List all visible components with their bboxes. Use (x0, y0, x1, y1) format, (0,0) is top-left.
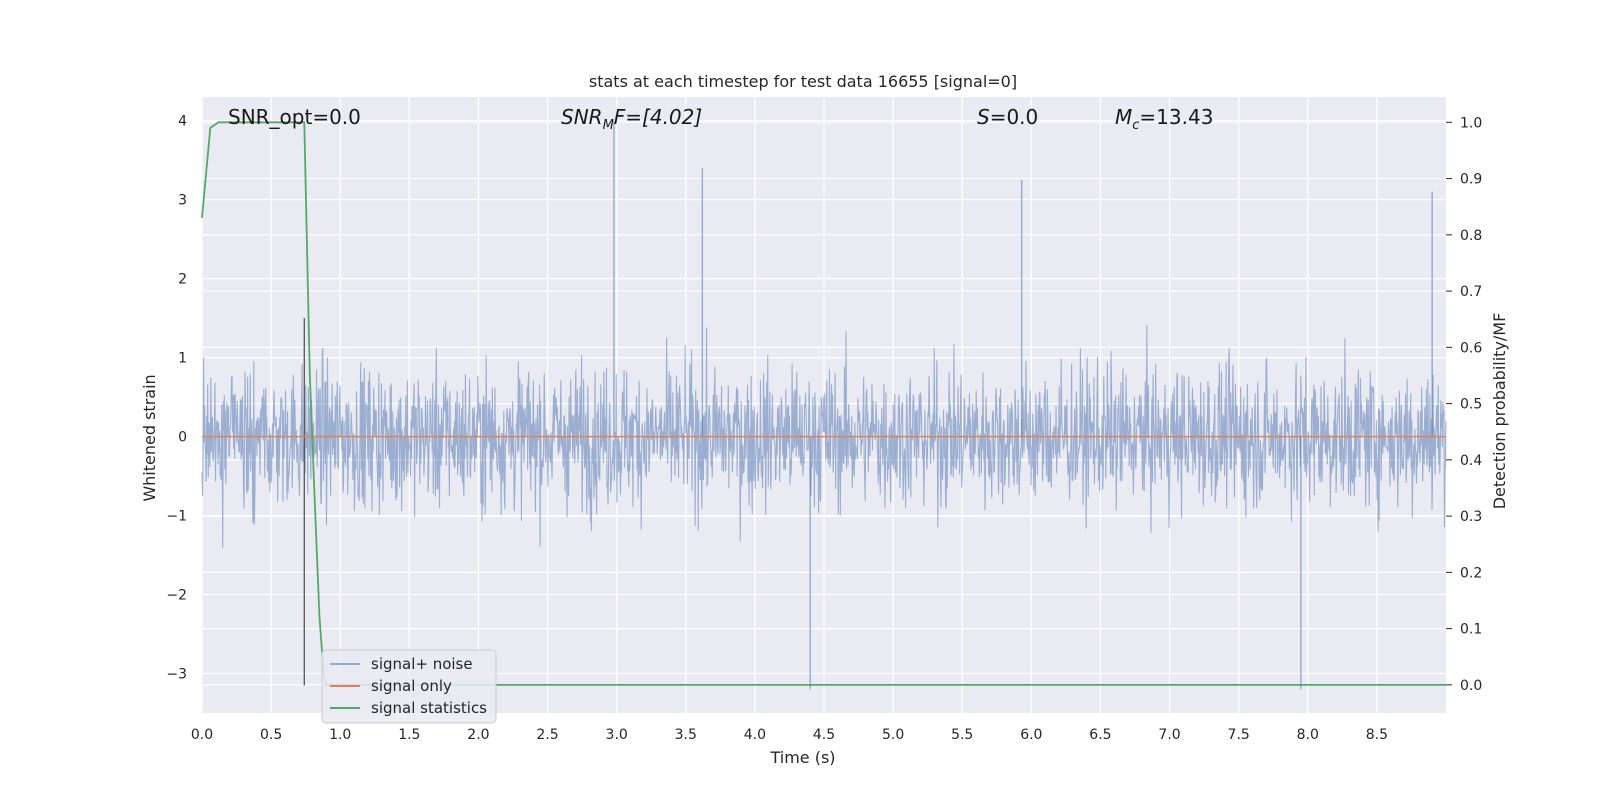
mc-annotation: Mc=13.43 (1115, 105, 1213, 133)
x-tick-label: 3.5 (675, 727, 697, 743)
legend-box (321, 649, 497, 724)
y2-tick-label: 0.7 (1460, 284, 1482, 300)
y2-tick-label: 0.5 (1460, 397, 1482, 413)
y2-ticks: 1.0 0.9 0.8 0.7 0.6 0.5 0.4 0.3 0.2 0.1 0.0 (1446, 115, 1482, 694)
y2-tick-label: 0.8 (1460, 228, 1482, 244)
legend-label-signal: signal only (371, 677, 452, 695)
x-tick-label: 0.5 (260, 727, 282, 743)
y-tick-label: 2 (178, 272, 187, 288)
x-tick-label: 1.5 (398, 727, 420, 743)
y-tick-label: −3 (166, 667, 187, 683)
x-axis-label: Time (s) (769, 748, 835, 767)
y-tick-label: −2 (166, 588, 187, 604)
x-tick-label: 4.5 (813, 727, 835, 743)
y2-tick-label: 0.1 (1460, 622, 1482, 638)
x-tick-label: 2.0 (467, 727, 489, 743)
x-tick-label: 8.5 (1366, 727, 1388, 743)
legend: signal+ noise signal only signal statist… (321, 649, 497, 724)
y-tick-label: 3 (178, 193, 187, 209)
signal-statistics-line (201, 121, 1446, 686)
legend-label-noise: signal+ noise (371, 655, 473, 673)
signal-noise-series (201, 120, 1447, 690)
s-annotation: S=0.0 (977, 105, 1038, 129)
x-tick-label: 2.5 (536, 727, 558, 743)
snr-opt-annotation: SNR_opt=0.0 (228, 105, 361, 129)
y-ticks: 4 3 2 1 0 −1 −2 −3 (166, 114, 187, 683)
noise-trace (201, 325, 1447, 549)
y-tick-label: 1 (178, 351, 187, 367)
chart-title: stats at each timestep for test data 166… (589, 72, 1017, 91)
x-tick-label: 5.0 (882, 727, 904, 743)
x-ticks: 0.0 0.5 1.0 1.5 2.0 2.5 3.0 3.5 4.0 4.5 5.0 5.5 6.0 6… (191, 727, 1388, 743)
y2-tick-label: 0.4 (1460, 453, 1482, 469)
x-tick-label: 5.5 (951, 727, 973, 743)
y2-tick-label: 0.3 (1460, 509, 1482, 525)
y2-tick-label: 1.0 (1460, 115, 1482, 131)
y-axis-label: Whitened strain (140, 374, 159, 501)
snr-mf-annotation: SNRMF=[4.02] (561, 105, 702, 133)
x-tick-label: 0.0 (191, 727, 213, 743)
y2-tick-label: 0.9 (1460, 172, 1482, 188)
x-tick-label: 7.0 (1158, 727, 1180, 743)
y2-tick-label: 0.6 (1460, 340, 1482, 356)
y-tick-label: 0 (178, 430, 187, 446)
x-tick-label: 7.5 (1228, 727, 1250, 743)
y-tick-label: −1 (166, 509, 187, 525)
x-tick-label: 4.0 (744, 727, 766, 743)
y2-tick-label: 0.2 (1460, 565, 1482, 581)
x-tick-label: 3.0 (606, 727, 628, 743)
legend-label-stats: signal statistics (371, 699, 487, 717)
x-tick-label: 6.0 (1020, 727, 1042, 743)
y2-axis-label: Detection probability/MF (1490, 313, 1509, 510)
x-tick-label: 1.0 (329, 727, 351, 743)
x-tick-label: 6.5 (1089, 727, 1111, 743)
y2-tick-label: 0.0 (1460, 678, 1482, 694)
y-tick-label: 4 (178, 114, 187, 130)
x-tick-label: 8.0 (1297, 727, 1319, 743)
line-series (201, 121, 1446, 686)
